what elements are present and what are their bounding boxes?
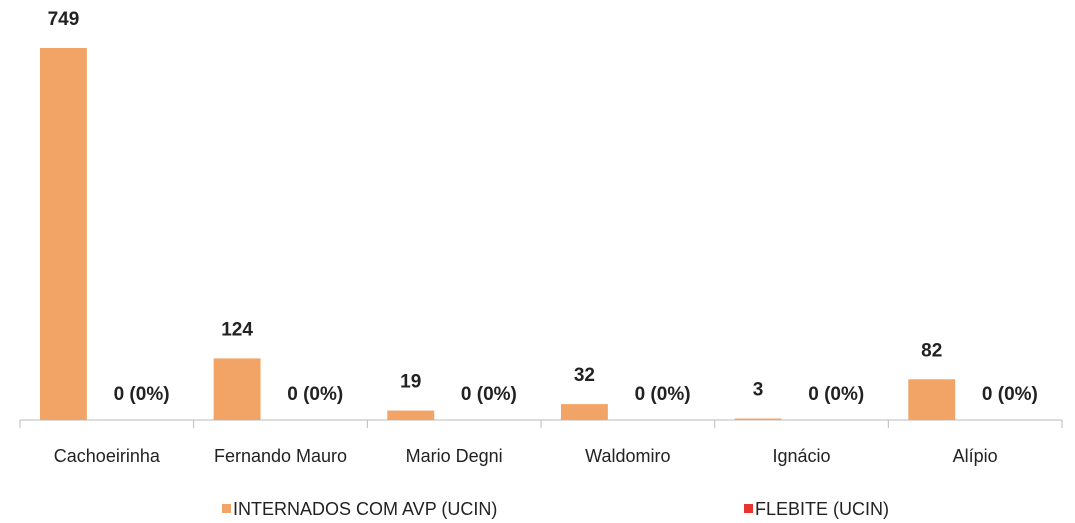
legend-swatch [744, 504, 753, 513]
data-label: 82 [921, 340, 942, 361]
data-label: 749 [48, 9, 80, 30]
x-tick-label: Cachoeirinha [54, 446, 161, 466]
bar [387, 410, 435, 420]
bar [213, 358, 261, 420]
data-label: 19 [400, 372, 421, 393]
bar [560, 404, 608, 420]
x-tick-label: Alípio [953, 446, 998, 466]
data-label: 0 (0%) [982, 384, 1038, 405]
x-tick-label: Fernando Mauro [214, 446, 347, 466]
data-label: 0 (0%) [287, 384, 343, 405]
data-label: 3 [753, 380, 764, 401]
data-label: 124 [221, 319, 253, 340]
data-label: 0 (0%) [114, 384, 170, 405]
data-label: 32 [574, 365, 595, 386]
bar [39, 48, 87, 420]
bar [734, 418, 782, 420]
legend-label: FLEBITE (UCIN) [755, 499, 889, 519]
x-tick-label: Waldomiro [585, 446, 670, 466]
legend-label: INTERNADOS COM AVP (UCIN) [233, 499, 497, 519]
legend-swatch [222, 504, 231, 513]
data-label: 0 (0%) [635, 384, 691, 405]
x-tick-label: Mario Degni [406, 446, 503, 466]
x-tick-label: Ignácio [772, 446, 830, 466]
bar [908, 379, 956, 420]
data-label: 0 (0%) [808, 384, 864, 405]
data-label: 0 (0%) [461, 384, 517, 405]
